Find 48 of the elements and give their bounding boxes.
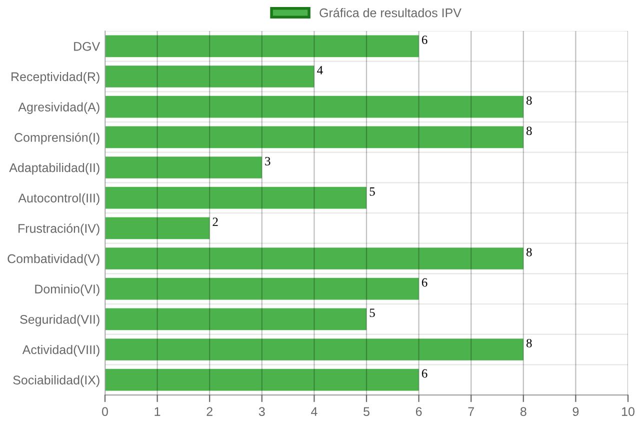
bar (105, 156, 262, 178)
bar (105, 217, 210, 240)
bar (105, 278, 419, 300)
y-tick-label: Agresividad(A) (18, 102, 100, 114)
y-tick-label: Seguridad(VII) (20, 314, 100, 326)
data-label: 4 (317, 66, 323, 74)
y-tick-label: Autocontrol(III) (18, 193, 100, 205)
y-tick-label: Actividad(VIII) (22, 344, 100, 357)
bar (105, 248, 524, 270)
y-tick-label: DGV (74, 42, 100, 51)
data-label: 8 (526, 96, 532, 105)
x-tick-label: 5 (364, 407, 370, 416)
bar (105, 35, 419, 58)
legend-label: Gráfica de resultados IPV (320, 8, 462, 18)
x-tick-label: 0 (102, 407, 108, 416)
data-label: 3 (265, 156, 270, 166)
x-tick-label: 1 (154, 407, 160, 416)
y-tick-label: Combatividad(V) (8, 254, 100, 266)
x-tick-label: 6 (416, 407, 422, 416)
data-label: 6 (422, 369, 428, 378)
y-tick-label: Comprensión(I) (14, 132, 100, 144)
bar (105, 126, 524, 148)
bar (105, 368, 419, 391)
bar (105, 66, 314, 88)
data-label: 8 (526, 248, 532, 256)
data-label: 6 (422, 36, 428, 44)
bar (105, 186, 366, 209)
y-tick-label: Adaptabilidad(II) (9, 162, 100, 175)
bar (105, 308, 366, 330)
data-label: 5 (370, 308, 375, 318)
y-tick-label: Frustración(IV) (18, 224, 100, 236)
bar (105, 96, 524, 118)
data-label: 5 (370, 187, 375, 196)
data-label: 2 (212, 218, 218, 226)
x-tick-label: 3 (258, 407, 265, 416)
x-tick-label: 2 (206, 407, 212, 416)
y-tick-label: Sociabilidad(IX) (13, 375, 100, 387)
bar (105, 338, 524, 360)
data-label: 8 (526, 338, 532, 348)
x-tick-label: 8 (520, 407, 526, 416)
x-tick-label: 9 (572, 407, 579, 416)
y-tick-label: Receptividad(R) (12, 72, 100, 84)
x-tick-label: 10 (622, 407, 634, 416)
x-tick-label: 7 (468, 407, 474, 416)
y-tick-label: Dominio(VI) (35, 284, 100, 296)
data-label: 8 (526, 126, 532, 136)
data-label: 6 (422, 278, 428, 287)
x-tick-label: 4 (311, 407, 318, 416)
